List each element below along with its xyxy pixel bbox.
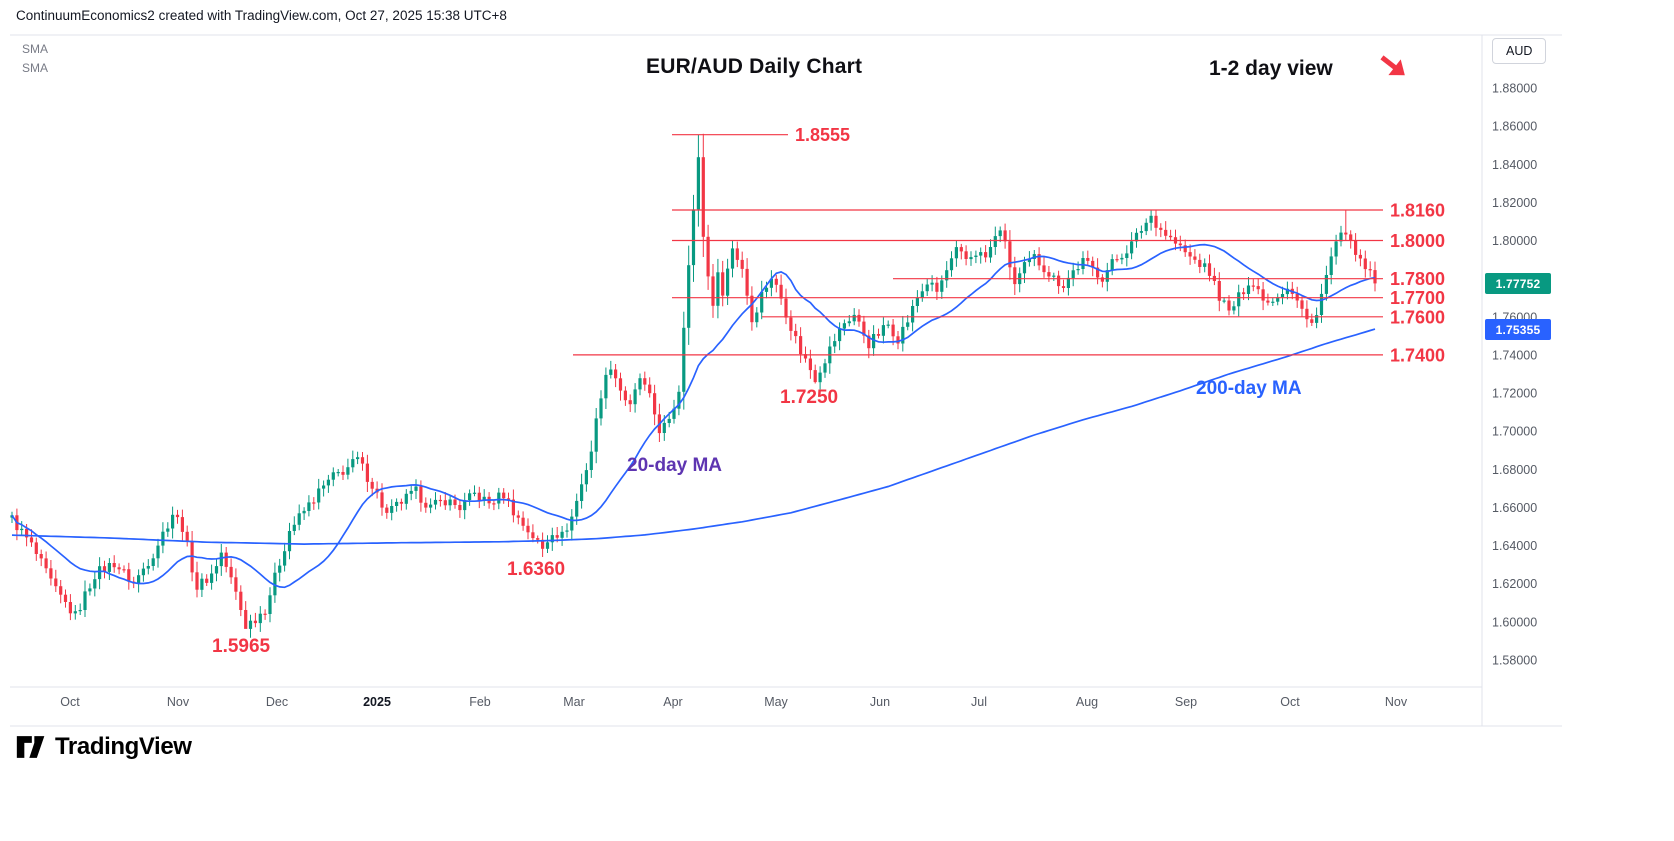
annotation-text: 1.7250: [780, 387, 838, 408]
level-label: 1.7600: [1390, 307, 1445, 327]
y-axis-tick: 1.84000: [1492, 158, 1537, 172]
down-right-arrow-icon: [1380, 55, 1405, 76]
y-axis-tick: 1.70000: [1492, 425, 1537, 439]
x-axis-labels[interactable]: Oct Nov Dec 2025 Feb Mar Apr May Jun Jul Aug Sep Oct…: [60, 695, 1408, 709]
x-axis-tick: Oct: [1280, 695, 1300, 709]
level-label: 1.7800: [1390, 269, 1445, 289]
level-label: 1.7400: [1390, 345, 1445, 365]
y-axis-tick: 1.72000: [1492, 387, 1537, 401]
y-axis-tick: 1.64000: [1492, 539, 1537, 553]
level-label: 1.8160: [1390, 201, 1445, 221]
ma200-line: [11, 328, 1376, 545]
x-axis-tick: Jun: [870, 695, 890, 709]
annotation-text: 20-day MA: [627, 455, 722, 476]
currency-badge-aud: AUD: [1492, 38, 1547, 64]
chart-title: EUR/AUD Daily Chart: [646, 55, 863, 78]
y-axis-tick: 1.82000: [1492, 196, 1537, 210]
x-axis-tick: Mar: [563, 695, 585, 709]
moving-average-lines: [11, 243, 1376, 589]
chart-annotations: 1.7250 1.6360 1.5965 20-day MA 200-day MA: [212, 378, 1302, 657]
y-axis-tick: 1.80000: [1492, 234, 1537, 248]
x-axis-tick: Jul: [971, 695, 987, 709]
tradingview-logo-icon: [16, 736, 45, 758]
indicator-label-sma-200[interactable]: SMA: [22, 61, 49, 75]
x-axis-tick: Oct: [60, 695, 80, 709]
ma20-line: [11, 243, 1376, 589]
x-axis-tick: Feb: [469, 695, 491, 709]
y-axis-tick: 1.68000: [1492, 463, 1537, 477]
y-axis-tick: 1.86000: [1492, 120, 1537, 134]
annotation-text: 1.5965: [212, 636, 271, 657]
support-resistance-lines: [573, 134, 1383, 356]
last-price-badge: 1.77752: [1485, 273, 1551, 294]
x-axis-tick: Nov: [167, 695, 190, 709]
ma200-price-badge: 1.75355: [1485, 319, 1551, 340]
y-axis-tick: 1.66000: [1492, 501, 1537, 515]
x-axis-tick: Sep: [1175, 695, 1197, 709]
annotation-text: 200-day MA: [1196, 378, 1302, 399]
view-note-label: 1-2 day view: [1209, 57, 1333, 80]
y-axis-tick: 1.62000: [1492, 577, 1537, 591]
x-axis-tick: Apr: [663, 695, 682, 709]
tradingview-logo[interactable]: TradingView: [16, 733, 192, 761]
chart-frame: [10, 34, 1562, 727]
x-axis-tick: Dec: [266, 695, 288, 709]
y-axis-tick: 1.58000: [1492, 654, 1537, 668]
candles-layer: [10, 133, 1377, 638]
level-label: 1.8000: [1390, 231, 1445, 251]
indicator-label-sma-20[interactable]: SMA: [22, 42, 49, 56]
y-axis-tick: 1.88000: [1492, 82, 1537, 96]
y-axis-labels[interactable]: 1.880001.860001.840001.820001.800001.780…: [1492, 82, 1537, 668]
x-axis-tick: Nov: [1385, 695, 1408, 709]
y-axis-tick: 1.60000: [1492, 615, 1537, 629]
annotation-text: 1.6360: [507, 559, 565, 580]
x-axis-tick: May: [764, 695, 788, 709]
level-label: 1.7700: [1390, 288, 1445, 308]
y-axis-tick: 1.74000: [1492, 348, 1537, 362]
tradingview-logo-text: TradingView: [55, 733, 192, 760]
attribution-text: ContinuumEconomics2 created with Trading…: [16, 8, 507, 23]
level-label: 1.8555: [795, 125, 850, 145]
x-axis-tick: 2025: [363, 695, 391, 709]
x-axis-tick: Aug: [1076, 695, 1098, 709]
